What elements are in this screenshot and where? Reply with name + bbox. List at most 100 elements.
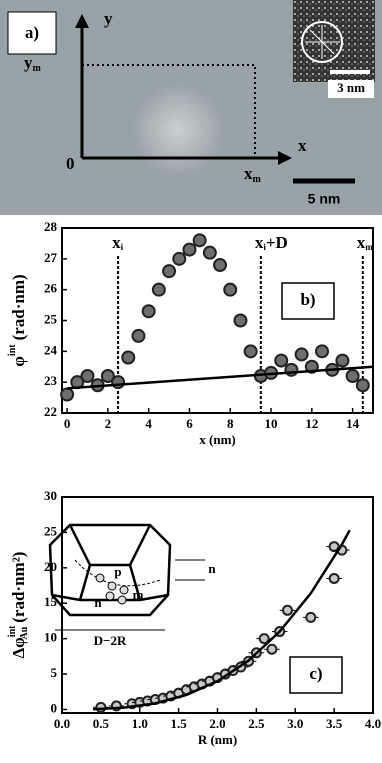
x-tick-label: 6 bbox=[186, 416, 193, 431]
data-point bbox=[274, 353, 289, 368]
marker-sub: i bbox=[263, 242, 266, 252]
axis-label: y bbox=[104, 9, 113, 28]
data-point bbox=[80, 369, 95, 383]
data-point bbox=[266, 643, 278, 655]
data-point bbox=[294, 347, 309, 362]
micrograph bbox=[0, 0, 382, 215]
x-tick-label: 10 bbox=[265, 416, 278, 431]
data-point bbox=[141, 304, 156, 319]
y-label-sup: int bbox=[7, 344, 18, 356]
marker-base: x bbox=[112, 233, 121, 252]
y-tick-label: 20 bbox=[44, 559, 57, 574]
marker-base: x bbox=[255, 233, 264, 252]
data-point bbox=[328, 572, 340, 584]
inset-label: m bbox=[133, 587, 144, 602]
data-point bbox=[111, 375, 126, 390]
data-point bbox=[95, 701, 107, 713]
marker-label: xi bbox=[112, 233, 124, 252]
y-tick-label: 22 bbox=[44, 404, 57, 419]
data-point bbox=[162, 264, 177, 279]
y-tick-label: 26 bbox=[44, 281, 58, 296]
fit-line bbox=[67, 365, 374, 390]
scale-label: 5 nm bbox=[308, 191, 341, 207]
y-label-symbol: φ bbox=[9, 356, 28, 367]
data-point bbox=[182, 242, 197, 257]
y-label-symbol: Δφ bbox=[9, 637, 28, 659]
y-label-unit: (rad·nm²) bbox=[9, 552, 28, 623]
origin-label: 0 bbox=[66, 154, 75, 173]
y-tick-label: 0 bbox=[51, 700, 58, 715]
ym-label: ym bbox=[24, 53, 42, 74]
x-tick-label: 14 bbox=[346, 416, 360, 431]
atoms bbox=[95, 573, 129, 605]
data-point bbox=[192, 233, 207, 248]
y-label-sub: Au bbox=[19, 626, 30, 639]
fit-line bbox=[93, 529, 351, 711]
data-point bbox=[60, 387, 75, 402]
panel-label: a) bbox=[25, 23, 39, 42]
panel-label-box bbox=[289, 656, 343, 694]
y-tick-label: 27 bbox=[44, 250, 58, 265]
xm-sub: m bbox=[253, 174, 262, 185]
axis-label: x bbox=[298, 136, 307, 155]
xm-base: x bbox=[244, 164, 253, 183]
scale-label: 3 nm bbox=[337, 80, 365, 95]
marker-sub: i bbox=[121, 242, 124, 252]
data-point bbox=[172, 251, 187, 266]
x-axis-label: x (nm) bbox=[199, 432, 235, 447]
inset-label: n bbox=[94, 595, 102, 610]
ym-base: y bbox=[24, 53, 33, 72]
data-point bbox=[315, 344, 330, 359]
y-axis-label: φint (rad·nm) bbox=[7, 274, 28, 366]
x-tick-label: 4.0 bbox=[365, 716, 381, 731]
data-point bbox=[100, 369, 115, 383]
x-tick-label: 1.0 bbox=[132, 716, 148, 731]
y-tick-label: 15 bbox=[44, 594, 58, 609]
data-point bbox=[233, 313, 248, 328]
panel-label-box bbox=[281, 282, 335, 320]
y-tick-label: 25 bbox=[44, 311, 58, 326]
x-tick-label: 0.5 bbox=[93, 716, 110, 731]
y-tick-label: 23 bbox=[44, 373, 58, 388]
cluster-diagram bbox=[48, 523, 205, 631]
y-tick-label: 25 bbox=[44, 523, 58, 538]
data-point bbox=[243, 344, 258, 359]
x-tick-label: 4 bbox=[145, 416, 152, 431]
marker-label: xi+D bbox=[255, 233, 288, 252]
x-tick-label: 0 bbox=[64, 416, 71, 431]
y-tick-label: 5 bbox=[51, 665, 58, 680]
marker-suffix: +D bbox=[266, 233, 288, 252]
x-tick-label: 3.0 bbox=[287, 716, 303, 731]
data-point bbox=[202, 245, 217, 260]
x-tick-label: 2.0 bbox=[209, 716, 225, 731]
data-point bbox=[335, 353, 350, 368]
y-label-unit: (rad·nm) bbox=[9, 274, 28, 340]
marker-sub: m bbox=[365, 242, 373, 252]
data-point bbox=[151, 282, 166, 297]
ym-sub: m bbox=[33, 63, 42, 74]
y-tick-label: 28 bbox=[44, 219, 58, 234]
marker-base: x bbox=[357, 233, 366, 252]
y-tick-label: 24 bbox=[44, 342, 58, 357]
y-axis-label: ΔφintAu (rad·nm²) bbox=[7, 552, 30, 659]
panel-label: b) bbox=[300, 290, 315, 309]
x-tick-label: 12 bbox=[305, 416, 318, 431]
x-tick-label: 0.0 bbox=[54, 716, 70, 731]
x-tick-label: 2.5 bbox=[248, 716, 265, 731]
data-point bbox=[223, 282, 238, 297]
x-tick-label: 3.5 bbox=[326, 716, 343, 731]
x-tick-label: 8 bbox=[227, 416, 234, 431]
data-point bbox=[213, 258, 228, 272]
data-point bbox=[305, 611, 317, 623]
inset-label: n bbox=[208, 561, 216, 576]
inset-label: p bbox=[114, 564, 121, 579]
xm-label: xm bbox=[244, 164, 262, 185]
x-tick-label: 1.5 bbox=[171, 716, 188, 731]
data-point bbox=[121, 350, 136, 365]
inset-label: D−2R bbox=[94, 633, 127, 648]
x-tick-label: 2 bbox=[105, 416, 112, 431]
y-tick-label: 30 bbox=[44, 488, 57, 503]
data-point bbox=[355, 378, 370, 393]
